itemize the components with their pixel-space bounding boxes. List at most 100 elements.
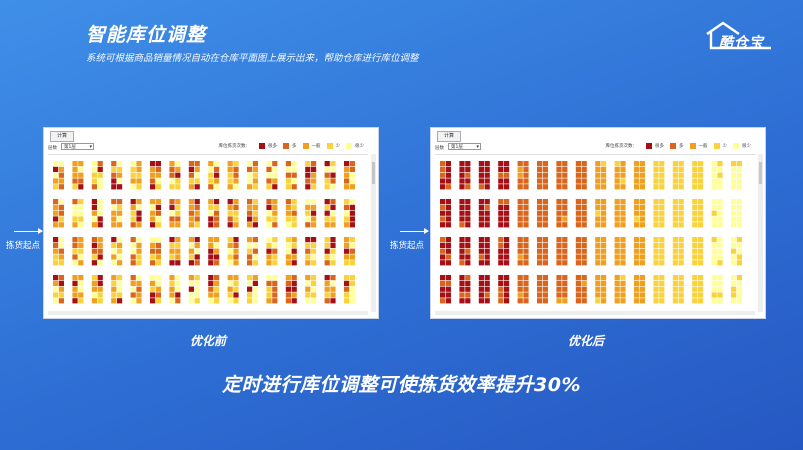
- storage-cell: [252, 222, 258, 228]
- storage-cell: [620, 222, 626, 228]
- vertical-scrollbar[interactable]: [758, 154, 763, 312]
- storage-cell: [117, 280, 123, 286]
- storage-cell: [344, 204, 350, 210]
- storage-cell: [523, 166, 529, 172]
- storage-cell: [266, 298, 272, 304]
- storage-cell: [311, 184, 317, 190]
- calc-button[interactable]: 计算: [50, 131, 74, 142]
- storage-cell: [601, 260, 607, 266]
- storage-cell: [634, 184, 640, 190]
- storage-cell: [78, 286, 84, 292]
- storage-cell: [465, 184, 471, 190]
- storage-cell: [311, 178, 317, 184]
- storage-cell: [601, 292, 607, 298]
- storage-cell: [266, 237, 272, 243]
- storage-cell: [349, 216, 355, 222]
- storage-cell: [247, 184, 253, 190]
- storage-cell: [581, 210, 587, 216]
- storage-cell: [188, 184, 194, 190]
- storage-cell: [478, 292, 484, 298]
- storage-cell: [214, 286, 220, 292]
- storage-cell: [291, 216, 297, 222]
- storage-cell: [542, 161, 548, 167]
- storage-cell: [111, 260, 117, 266]
- storage-cell: [484, 216, 490, 222]
- storage-cell: [562, 260, 568, 266]
- horizontal-scrollbar[interactable]: [48, 311, 368, 315]
- storage-cell: [285, 292, 291, 298]
- storage-cell: [678, 248, 684, 254]
- storage-cell: [53, 292, 59, 298]
- storage-cell: [517, 178, 523, 184]
- storage-cell: [97, 172, 103, 178]
- storage-cell: [731, 222, 737, 228]
- legend-item: 很多: [259, 143, 277, 149]
- storage-cell: [634, 237, 640, 243]
- storage-cell: [736, 210, 742, 216]
- calc-button[interactable]: 计算: [437, 131, 461, 142]
- storage-cell: [717, 216, 723, 222]
- storage-cell: [214, 280, 220, 286]
- storage-cell: [562, 248, 568, 254]
- storage-cell: [324, 199, 330, 205]
- storage-cell: [233, 199, 239, 205]
- storage-cell: [445, 292, 451, 298]
- floor-select[interactable]: 第1层: [61, 143, 94, 151]
- storage-cell: [562, 210, 568, 216]
- storage-cell: [711, 248, 717, 254]
- storage-cell: [330, 222, 336, 228]
- storage-cell: [440, 161, 446, 167]
- storage-cell: [155, 166, 161, 172]
- storage-cell: [169, 275, 175, 281]
- storage-cell: [634, 260, 640, 266]
- storage-cell: [639, 216, 645, 222]
- storage-cell: [214, 210, 220, 216]
- storage-cell: [562, 216, 568, 222]
- storage-cell: [349, 199, 355, 205]
- storage-cell: [344, 237, 350, 243]
- storage-cell: [72, 242, 78, 248]
- storage-cell: [542, 248, 548, 254]
- storage-cell: [581, 298, 587, 304]
- storage-cell: [349, 166, 355, 172]
- storage-cell: [653, 237, 659, 243]
- storage-cell: [498, 199, 504, 205]
- storage-cell: [478, 298, 484, 304]
- storage-cell: [272, 248, 278, 254]
- storage-cell: [575, 286, 581, 292]
- storage-cell: [698, 199, 704, 205]
- storage-cell: [692, 178, 698, 184]
- storage-cell: [672, 204, 678, 210]
- storage-cell: [344, 172, 350, 178]
- storage-cell: [247, 298, 253, 304]
- storage-cell: [330, 254, 336, 260]
- storage-cell: [233, 280, 239, 286]
- storage-cell: [324, 204, 330, 210]
- storage-cell: [58, 204, 64, 210]
- storage-cell: [517, 210, 523, 216]
- storage-cell: [692, 204, 698, 210]
- storage-cell: [717, 222, 723, 228]
- storage-cell: [562, 275, 568, 281]
- storage-cell: [459, 280, 465, 286]
- storage-cell: [344, 286, 350, 292]
- storage-cell: [581, 216, 587, 222]
- storage-cell: [233, 292, 239, 298]
- storage-cell: [523, 178, 529, 184]
- storage-cell: [136, 237, 142, 243]
- storage-cell: [117, 242, 123, 248]
- storage-cell: [330, 172, 336, 178]
- storage-cell: [634, 210, 640, 216]
- storage-cell: [247, 254, 253, 260]
- storage-cell: [498, 254, 504, 260]
- storage-cell: [504, 178, 510, 184]
- storage-cell: [478, 242, 484, 248]
- storage-cell: [136, 184, 142, 190]
- storage-cell: [285, 298, 291, 304]
- storage-cell: [272, 280, 278, 286]
- storage-cell: [214, 248, 220, 254]
- storage-cell: [504, 292, 510, 298]
- horizontal-scrollbar[interactable]: [435, 311, 755, 315]
- vertical-scrollbar[interactable]: [371, 154, 376, 312]
- floor-select[interactable]: 第1层: [448, 143, 481, 151]
